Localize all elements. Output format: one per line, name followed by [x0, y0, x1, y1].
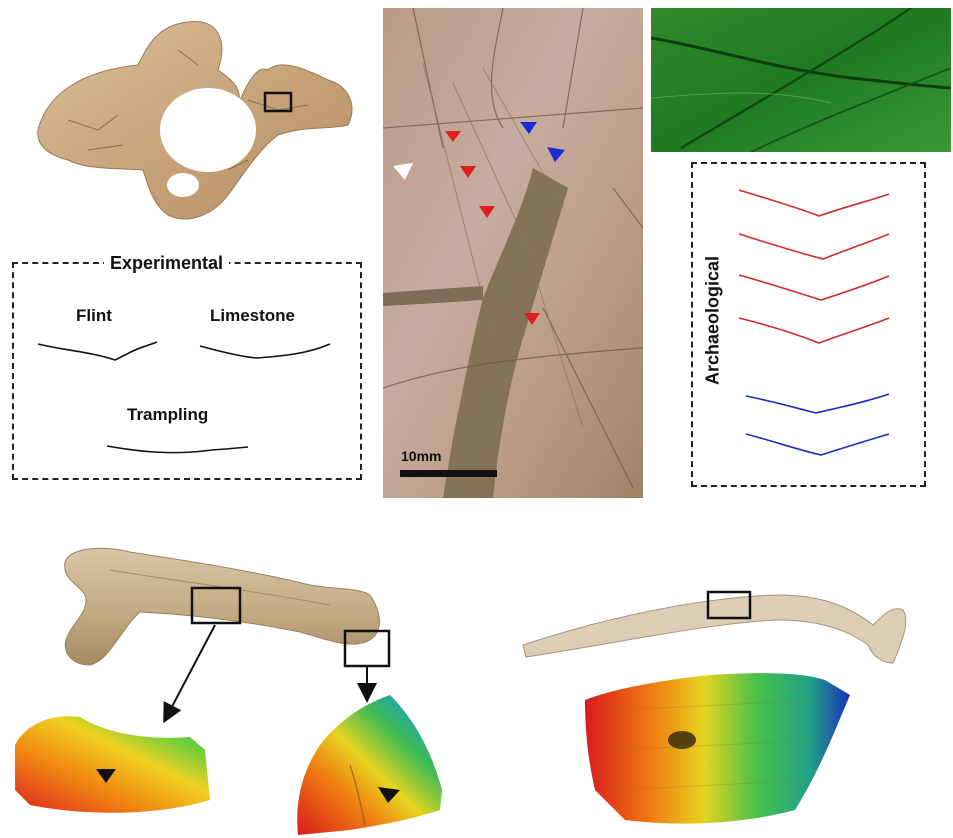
profile-label-limestone: Limestone [210, 306, 296, 325]
red-arrow-2 [460, 166, 476, 178]
archaeological-profiles [738, 189, 890, 456]
arch-profile-3 [738, 274, 890, 301]
experimental-title: Experimental [104, 253, 230, 274]
scale-bar [400, 470, 497, 477]
pelvis-marker-box [263, 91, 293, 113]
arch-profile-6 [745, 433, 890, 456]
blue-arrow-2 [547, 147, 565, 162]
arch-profile-1 [738, 189, 890, 217]
femur-marker-box-1 [190, 586, 242, 625]
surface-scan-green [651, 8, 951, 152]
scan-arrow-1 [96, 769, 116, 783]
scan-arrow-2 [378, 787, 400, 803]
surface-scan-femur-2 [290, 695, 450, 835]
red-arrow-4 [524, 313, 540, 325]
femur-marker-box-2 [343, 629, 391, 668]
flint-profile [37, 341, 158, 361]
rib-marker-box [706, 590, 752, 620]
marker-arrows [393, 122, 565, 325]
experimental-profiles [37, 341, 331, 454]
surface-scan-femur-1 [10, 705, 215, 820]
archaeological-panel [691, 162, 926, 487]
blue-arrow-1 [520, 122, 537, 134]
arch-profile-4 [738, 317, 890, 344]
white-arrow [393, 163, 413, 180]
profile-label-trampling: Trampling [127, 405, 209, 424]
profile-label-flint: Flint [76, 306, 112, 325]
cutmark-photo [383, 8, 643, 498]
red-arrow-1 [445, 131, 461, 142]
red-arrow-3 [479, 206, 495, 218]
limestone-profile [199, 343, 331, 359]
rib-image [518, 575, 913, 670]
pelvis-image [28, 10, 368, 230]
surface-scan-rib [580, 670, 855, 830]
arch-profile-2 [738, 233, 890, 260]
femur-image [50, 540, 400, 680]
scale-bar-label: 10mm [401, 448, 442, 464]
arch-profile-5 [745, 393, 890, 414]
trampling-profile [106, 445, 249, 454]
